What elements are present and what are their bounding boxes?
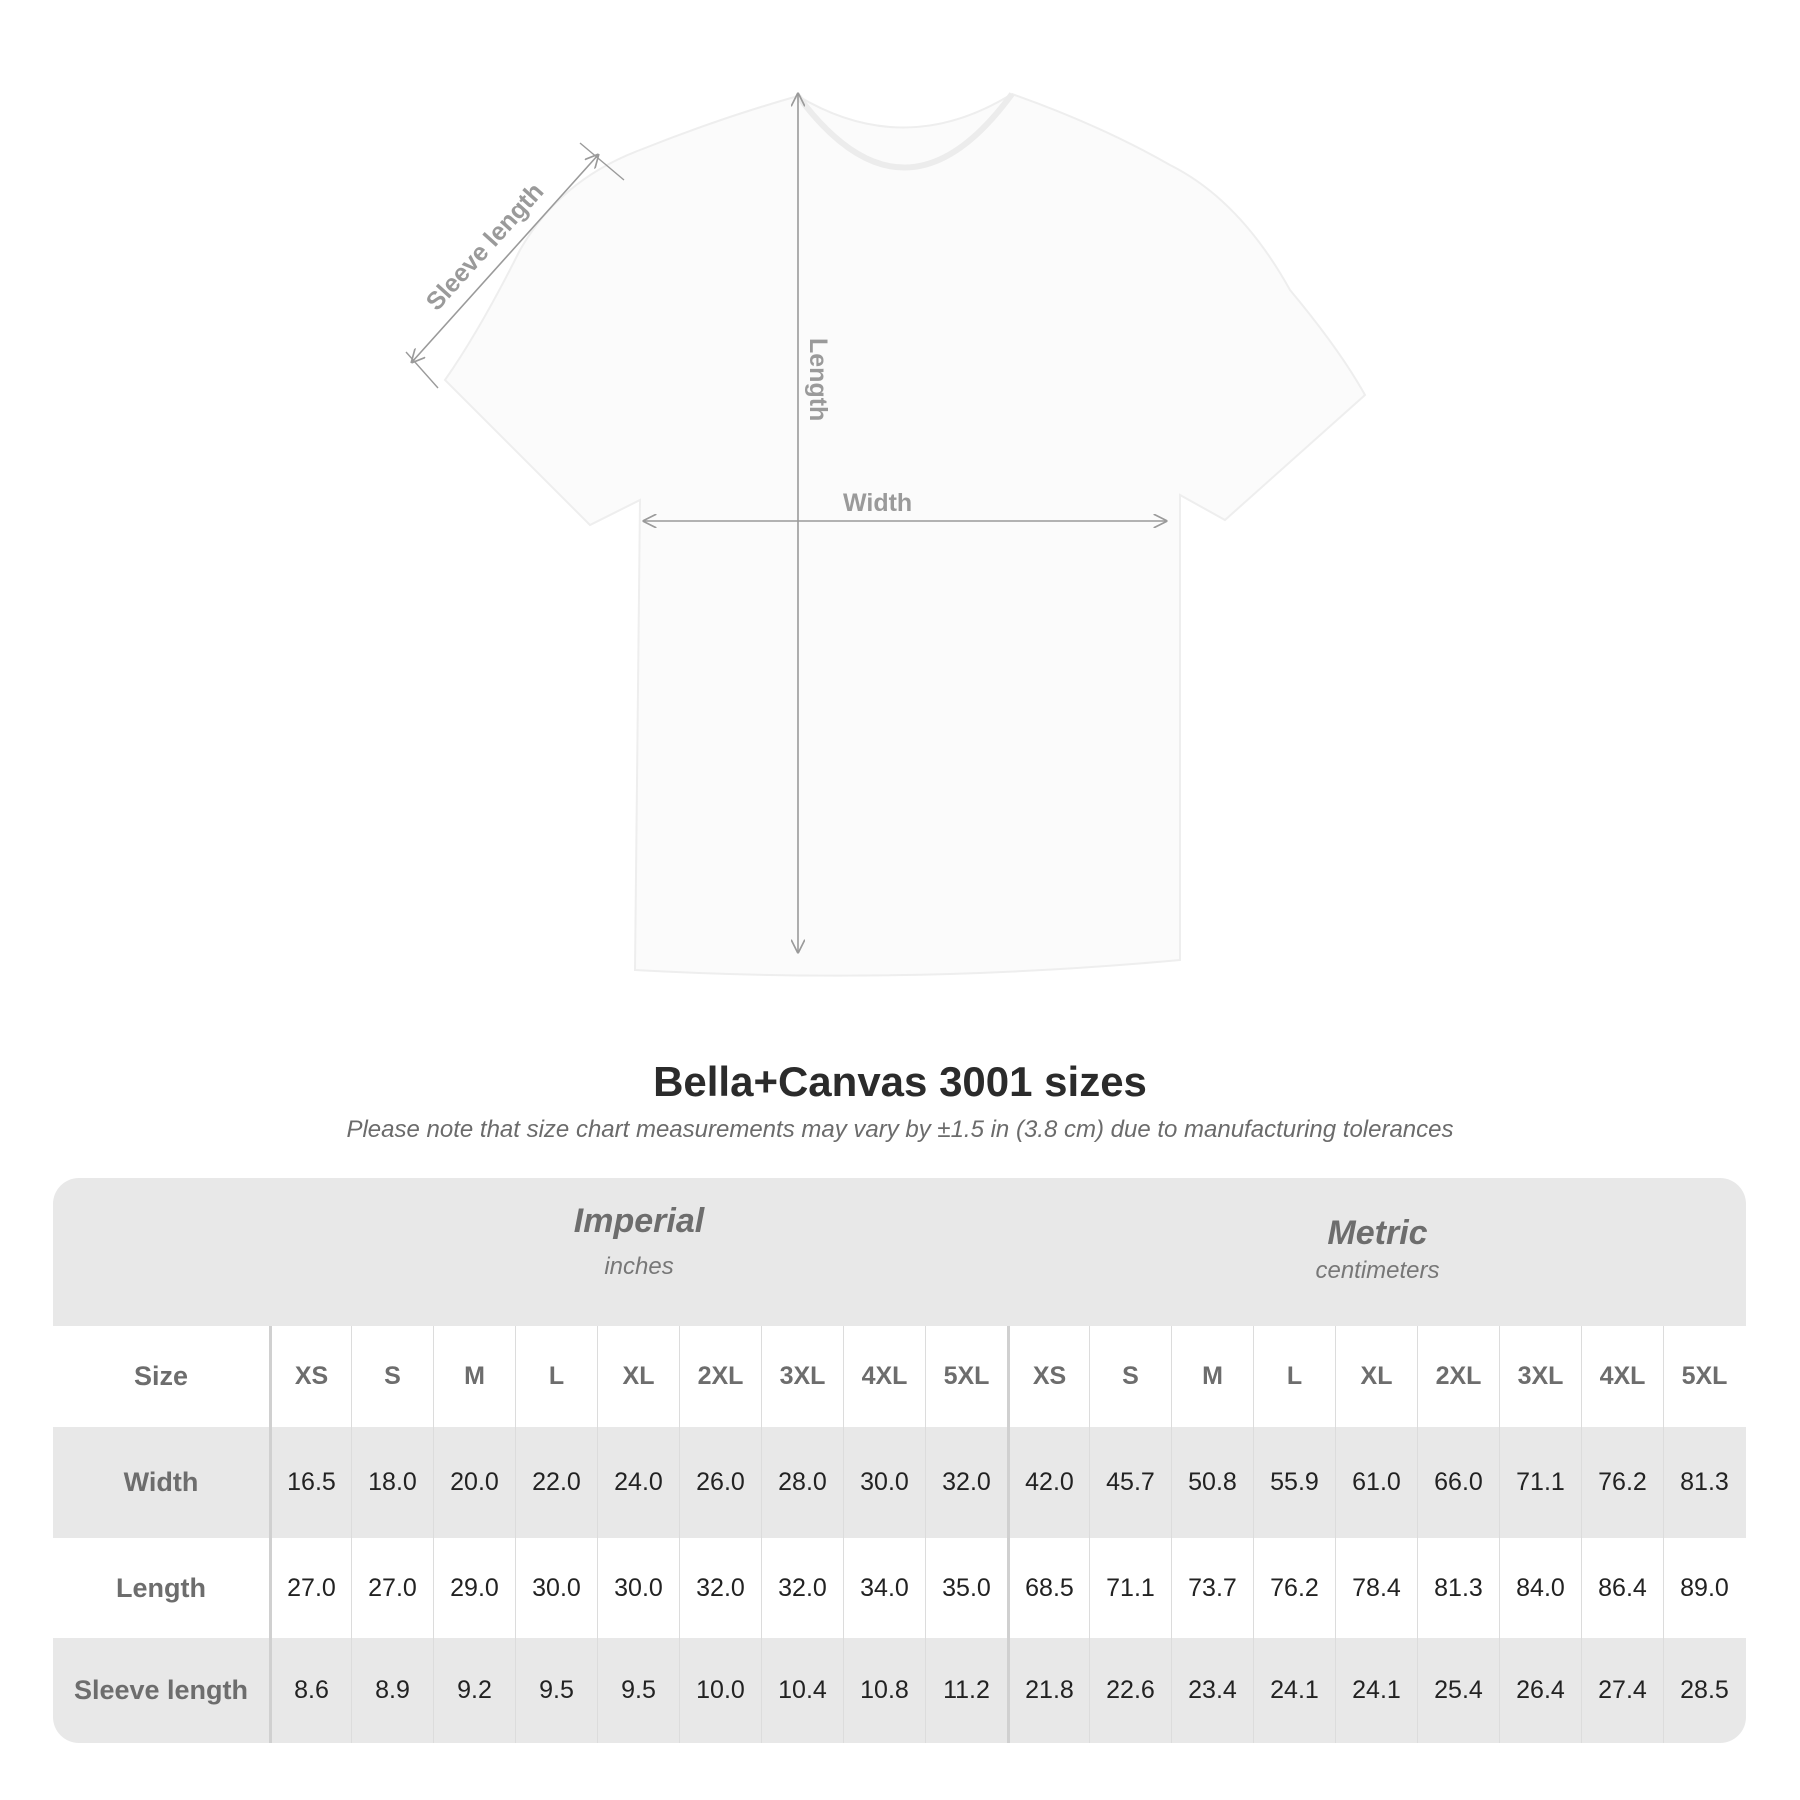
metric-cell: 22.6 [1089,1638,1171,1743]
metric-cell: 81.3 [1417,1538,1499,1638]
table-row: Width 16.5 18.0 20.0 22.0 24.0 26.0 28.0 30.0 32.… [53,1427,1746,1538]
metric-cell: 26.4 [1499,1638,1581,1743]
metric-cell: 71.1 [1499,1427,1581,1538]
metric-cell: 21.8 [1007,1638,1089,1743]
metric-header: Metric centimeters [1009,1214,1746,1285]
imperial-cell: 18.0 [351,1427,433,1538]
size-header-row: Size XS S M L XL 2XL 3XL 4XL 5XL XS S M L XL 2XL 3XL 4XL 5… [53,1326,1746,1427]
width-label: Width [843,489,912,517]
tolerance-note: Please note that size chart measurements… [346,1116,1454,1143]
metric-cell: 76.2 [1581,1427,1663,1538]
metric-cell: M [1171,1326,1253,1427]
metric-cell: 89.0 [1663,1538,1745,1638]
imperial-cell: 9.5 [515,1638,597,1743]
metric-cell: 5XL [1663,1326,1745,1427]
metric-cell: 68.5 [1007,1538,1089,1638]
metric-cell: XL [1335,1326,1417,1427]
metric-cell: 71.1 [1089,1538,1171,1638]
sleeve-tick-bottom [405,351,439,389]
row-label: Sleeve length [73,1675,249,1705]
imperial-cell: 32.0 [925,1427,1007,1538]
imperial-cell: 26.0 [679,1427,761,1538]
imperial-cell: XL [597,1326,679,1427]
imperial-cell: 30.0 [843,1427,925,1538]
metric-cell: 24.1 [1335,1638,1417,1743]
imperial-cell: 9.2 [433,1638,515,1743]
imperial-cell: 27.0 [351,1538,433,1638]
metric-cell: 45.7 [1089,1427,1171,1538]
table-row: Length 27.0 27.0 29.0 30.0 30.0 32.0 32.0 34.0 35… [53,1538,1746,1638]
metric-cell: 42.0 [1007,1427,1089,1538]
imperial-cell: L [515,1326,597,1427]
metric-cell: 81.3 [1663,1427,1745,1538]
imperial-cell: 3XL [761,1326,843,1427]
imperial-cell: 30.0 [515,1538,597,1638]
imperial-cell: S [351,1326,433,1427]
metric-cell: 86.4 [1581,1538,1663,1638]
row-label: Length [116,1572,206,1603]
length-label: Length [804,338,832,421]
metric-cell: 55.9 [1253,1427,1335,1538]
metric-cell: 66.0 [1417,1427,1499,1538]
metric-unit: centimeters [1315,1257,1440,1284]
metric-cell: XS [1007,1326,1089,1427]
metric-cell: 24.1 [1253,1638,1335,1743]
imperial-cell: 34.0 [843,1538,925,1638]
metric-cell: S [1089,1326,1171,1427]
metric-cell: 73.7 [1171,1538,1253,1638]
metric-cell: 2XL [1417,1326,1499,1427]
sleeve-tick-top [579,142,625,181]
imperial-cell: 35.0 [925,1538,1007,1638]
imperial-unit: inches [604,1253,674,1280]
metric-heading: Metric [1327,1214,1428,1252]
metric-cell: 78.4 [1335,1538,1417,1638]
imperial-cell: 11.2 [925,1638,1007,1743]
imperial-cell: XS [269,1326,351,1427]
imperial-cell: 29.0 [433,1538,515,1638]
metric-cell: 4XL [1581,1326,1663,1427]
imperial-cell: 2XL [679,1326,761,1427]
imperial-cell: 8.9 [351,1638,433,1743]
tshirt-diagram: Sleeve length Length Width [405,92,1367,977]
imperial-cell: 8.6 [269,1638,351,1743]
imperial-cell: 10.4 [761,1638,843,1743]
imperial-cell: 16.5 [269,1427,351,1538]
table-row: Sleeve length 8.6 8.9 9.2 9.5 9.5 10.0 10.4 10.8… [53,1638,1746,1743]
tshirt-collar [795,92,1015,171]
sleeve-measure-line [412,155,598,362]
row-label: Width [123,1467,199,1497]
imperial-cell: 27.0 [269,1538,351,1638]
metric-cell: 84.0 [1499,1538,1581,1638]
imperial-cell: 30.0 [597,1538,679,1638]
imperial-cell: 10.0 [679,1638,761,1743]
imperial-cell: 9.5 [597,1638,679,1743]
size-table: Imperial inches Metric centimeters Size X… [53,1178,1746,1743]
unit-header-band: Imperial inches Metric centimeters [53,1178,1746,1326]
metric-cell: 28.5 [1663,1638,1745,1743]
tshirt-shape [443,92,1367,977]
page-title: Bella+Canvas 3001 sizes [653,1058,1147,1105]
imperial-cell: 24.0 [597,1427,679,1538]
metric-cell: 50.8 [1171,1427,1253,1538]
imperial-cell: 20.0 [433,1427,515,1538]
imperial-cell: 4XL [843,1326,925,1427]
imperial-heading: Imperial [573,1202,705,1240]
metric-cell: 3XL [1499,1326,1581,1427]
row-label: Size [133,1361,189,1391]
imperial-cell: 10.8 [843,1638,925,1743]
metric-cell: 61.0 [1335,1427,1417,1538]
imperial-header: Imperial inches [269,1202,1009,1281]
metric-cell: 23.4 [1171,1638,1253,1743]
imperial-cell: 32.0 [679,1538,761,1638]
metric-cell: 76.2 [1253,1538,1335,1638]
imperial-cell: 22.0 [515,1427,597,1538]
imperial-cell: M [433,1326,515,1427]
imperial-cell: 5XL [925,1326,1007,1427]
imperial-cell: 28.0 [761,1427,843,1538]
imperial-cell: 32.0 [761,1538,843,1638]
metric-cell: L [1253,1326,1335,1427]
metric-cell: 25.4 [1417,1638,1499,1743]
metric-cell: 27.4 [1581,1638,1663,1743]
